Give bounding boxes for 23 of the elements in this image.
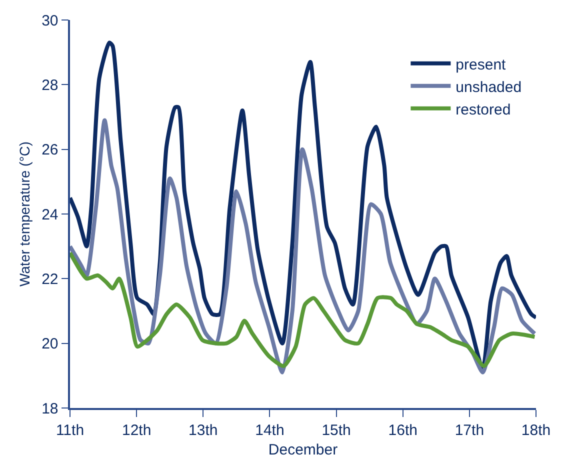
legend-label: present <box>456 56 507 74</box>
x-tick-label: 16th <box>388 422 418 439</box>
legend-label: unshaded <box>456 78 522 96</box>
x-tick-label: 12th <box>122 422 152 439</box>
line-series <box>70 118 536 374</box>
y-tick-label: 26 <box>42 142 58 159</box>
x-tick-label: 17th <box>454 422 484 439</box>
x-axis-title: December <box>268 441 338 458</box>
x-tick-label: 15th <box>322 422 351 439</box>
x-tick-label: 13th <box>188 422 218 439</box>
y-axis-title: Water temperature (°C) <box>16 141 33 287</box>
x-tick-label: 14th <box>255 422 284 439</box>
y-tick-label: 18 <box>42 400 58 418</box>
legend-label: restored <box>456 101 511 118</box>
x-tick-label: 11th <box>56 422 84 439</box>
x-tick-label: 18th <box>521 422 551 439</box>
line-series <box>70 250 536 368</box>
y-tick-label: 24 <box>42 206 58 224</box>
y-tick-label: 30 <box>42 12 58 30</box>
y-tick-label: 22 <box>42 270 58 288</box>
line-series <box>70 40 536 372</box>
y-tick-label: 28 <box>42 76 58 94</box>
y-tick-label: 20 <box>42 336 58 353</box>
